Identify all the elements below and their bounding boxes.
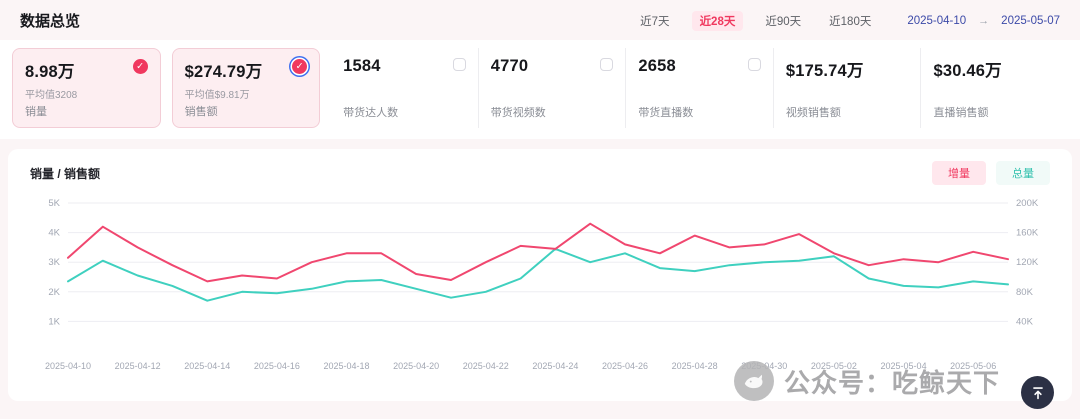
svg-text:2025-04-18: 2025-04-18 — [323, 361, 369, 371]
svg-text:40K: 40K — [1016, 316, 1034, 327]
range-last-7-days[interactable]: 近7天 — [640, 15, 670, 28]
svg-text:2025-05-02: 2025-05-02 — [811, 361, 857, 371]
toggle-increment[interactable]: 增量 — [932, 161, 986, 185]
range-last-90-days[interactable]: 近90天 — [765, 15, 802, 28]
svg-text:2025-04-30: 2025-04-30 — [741, 361, 787, 371]
stat-card-sales-volume[interactable]: 8.98万 ✓ 平均值3208 销量 — [12, 48, 161, 128]
date-start-picker[interactable]: 2025-04-10 — [907, 14, 967, 27]
stat-value: $30.46万 — [933, 62, 1002, 80]
stat-label: 视频销售额 — [785, 107, 841, 119]
stat-label: 带货直播数 — [638, 107, 694, 119]
svg-text:2025-04-22: 2025-04-22 — [463, 361, 509, 371]
svg-text:2025-04-24: 2025-04-24 — [532, 361, 578, 371]
date-range-filter: 近7天 近28天 近90天 近180天 — [634, 10, 877, 31]
stat-card-sales-amount[interactable]: $274.79万 ✓ 平均值$9.81万 销售额 — [171, 48, 321, 128]
chart-canvas: 1K 2K 3K 4K 5K 40K 80K 120K 160K 200K 2025-04-10 20… — [45, 198, 1039, 371]
stat-value: 1584 — [343, 57, 381, 75]
chart-panel: 销量 / 销售额 增量 总量 1K 2K 3K 4K 5K 40K 80K 120K 160K 2… — [8, 149, 1072, 401]
stat-card-live-sales[interactable]: $30.46万 直播销售额 — [920, 48, 1068, 128]
stat-sub — [491, 80, 614, 92]
date-end-picker[interactable]: 2025-05-07 — [1001, 14, 1060, 27]
stat-sub — [786, 85, 909, 97]
checkbox-unchecked-icon[interactable] — [452, 58, 466, 71]
svg-text:160K: 160K — [1016, 228, 1039, 239]
stat-label: 销量 — [25, 106, 47, 118]
svg-text:2025-05-04: 2025-05-04 — [881, 361, 927, 371]
date-arrow-icon: → — [978, 14, 990, 27]
stat-label: 直播销售额 — [933, 107, 989, 119]
chart-title: 销量 / 销售额 — [30, 166, 101, 181]
svg-text:5K: 5K — [48, 198, 60, 209]
stat-card-creators[interactable]: 1584 带货达人数 — [331, 48, 478, 128]
svg-text:2K: 2K — [48, 287, 60, 298]
svg-text:80K: 80K — [1016, 287, 1034, 298]
svg-text:2025-04-28: 2025-04-28 — [672, 361, 718, 371]
svg-text:3K: 3K — [48, 257, 60, 268]
stat-sub: 平均值$9.81万 — [184, 90, 250, 101]
back-to-top-button[interactable] — [1021, 376, 1054, 409]
page-title: 数据总览 — [20, 13, 81, 30]
chart-mode-toggle: 增量 总量 — [932, 161, 1050, 185]
svg-text:2025-04-14: 2025-04-14 — [184, 361, 230, 371]
arrow-up-to-line-icon — [1032, 386, 1043, 399]
stat-card-video-sales[interactable]: $175.74万 视频销售额 — [772, 48, 921, 128]
stat-value: 2658 — [638, 57, 676, 75]
stat-value: 4770 — [490, 57, 529, 75]
svg-text:2025-04-12: 2025-04-12 — [115, 361, 161, 371]
stat-value: $274.79万 — [184, 63, 263, 81]
svg-text:2025-05-06: 2025-05-06 — [950, 361, 996, 371]
svg-text:200K: 200K — [1016, 198, 1039, 209]
chart-header: 销量 / 销售额 增量 总量 — [20, 159, 1060, 193]
svg-text:2025-04-16: 2025-04-16 — [254, 361, 300, 371]
checkbox-unchecked-icon[interactable] — [600, 58, 614, 71]
stat-sub — [638, 80, 761, 92]
svg-text:4K: 4K — [48, 228, 60, 239]
top-bar: 数据总览 近7天 近28天 近90天 近180天 2025-04-10 → 20… — [0, 0, 1080, 37]
stat-label: 带货达人数 — [343, 107, 399, 119]
range-last-28-days[interactable]: 近28天 — [691, 10, 744, 31]
stat-label: 带货视频数 — [490, 107, 546, 119]
stat-cards: 8.98万 ✓ 平均值3208 销量 $274.79万 ✓ 平均值$9.81万 … — [0, 40, 1080, 139]
toggle-total[interactable]: 总量 — [996, 161, 1050, 185]
svg-text:2025-04-10: 2025-04-10 — [45, 361, 91, 371]
date-range-pickers: 2025-04-10 → 2025-05-07 — [907, 15, 1060, 27]
range-last-180-days[interactable]: 近180天 — [829, 15, 872, 28]
checkbox-unchecked-icon[interactable] — [747, 58, 761, 71]
stat-value: $175.74万 — [785, 62, 864, 80]
svg-text:1K: 1K — [48, 316, 60, 327]
svg-text:120K: 120K — [1016, 257, 1039, 268]
stat-label: 销售额 — [184, 106, 218, 118]
stat-sub — [933, 85, 1056, 97]
stat-card-videos[interactable]: 4770 带货视频数 — [477, 48, 626, 128]
svg-text:2025-04-20: 2025-04-20 — [393, 361, 439, 371]
svg-text:2025-04-26: 2025-04-26 — [602, 361, 648, 371]
checkbox-checked-icon[interactable]: ✓ — [132, 59, 148, 74]
checkbox-checked-icon[interactable]: ✓ — [292, 59, 308, 74]
stat-sub — [343, 80, 466, 92]
stat-card-livestreams[interactable]: 2658 带货直播数 — [625, 48, 773, 128]
stat-sub: 平均值3208 — [25, 90, 78, 101]
stat-value: 8.98万 — [25, 63, 75, 81]
